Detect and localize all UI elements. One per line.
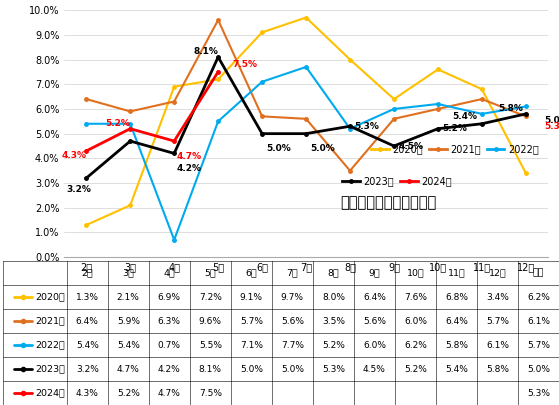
Text: 5.2%: 5.2% (105, 119, 130, 128)
Text: 2024年: 2024年 (35, 388, 65, 398)
Text: 5.5%: 5.5% (199, 341, 222, 350)
Text: 5.6%: 5.6% (363, 317, 386, 326)
Text: 9月: 9月 (368, 269, 380, 278)
Text: 5.6%: 5.6% (281, 317, 304, 326)
Legend: 2023年, 2024年: 2023年, 2024年 (338, 173, 456, 190)
Text: 6.4%: 6.4% (363, 293, 386, 302)
Text: 5.2%: 5.2% (322, 341, 345, 350)
Text: 9.6%: 9.6% (199, 317, 222, 326)
Text: 年度: 年度 (533, 269, 544, 278)
Text: 5.0%: 5.0% (266, 145, 291, 153)
Text: 8.1%: 8.1% (199, 364, 222, 373)
Text: 2020年: 2020年 (35, 293, 65, 302)
Text: 5.7%: 5.7% (486, 317, 509, 326)
Text: 7.2%: 7.2% (199, 293, 222, 302)
Text: 2022年: 2022年 (35, 341, 65, 350)
Text: 6.1%: 6.1% (486, 341, 509, 350)
Text: 5.2%: 5.2% (442, 124, 467, 133)
Text: 5.8%: 5.8% (498, 104, 523, 113)
Text: 7.6%: 7.6% (404, 293, 427, 302)
Text: 汽车行业销售利润率走势: 汽车行业销售利润率走势 (340, 195, 437, 210)
Text: 5.4%: 5.4% (453, 112, 478, 122)
Text: 3.4%: 3.4% (486, 293, 509, 302)
Text: 5.0%: 5.0% (310, 145, 335, 153)
Text: 4.5%: 4.5% (398, 141, 423, 151)
Text: 1.3%: 1.3% (76, 293, 99, 302)
Text: 7.1%: 7.1% (240, 341, 263, 350)
Text: 5月: 5月 (205, 269, 216, 278)
Text: 6月: 6月 (245, 269, 257, 278)
Text: 5.0%: 5.0% (527, 364, 550, 373)
Text: 6.0%: 6.0% (363, 341, 386, 350)
Text: 6.9%: 6.9% (158, 293, 181, 302)
Text: 9.7%: 9.7% (281, 293, 304, 302)
Text: 7.5%: 7.5% (232, 60, 257, 69)
Text: 5.7%: 5.7% (240, 317, 263, 326)
Text: 5.0%: 5.0% (544, 116, 559, 125)
Text: 6.3%: 6.3% (158, 317, 181, 326)
Text: 6.8%: 6.8% (445, 293, 468, 302)
Text: 5.3%: 5.3% (354, 122, 379, 131)
Text: 5.8%: 5.8% (486, 364, 509, 373)
Text: 2023年: 2023年 (35, 364, 65, 373)
Text: 10月: 10月 (406, 269, 424, 278)
Text: 5.2%: 5.2% (404, 364, 427, 373)
Text: 5.9%: 5.9% (117, 317, 140, 326)
Text: 5.7%: 5.7% (527, 341, 550, 350)
Text: 0.7%: 0.7% (158, 341, 181, 350)
Text: 5.2%: 5.2% (117, 388, 140, 398)
Text: 3.2%: 3.2% (67, 185, 92, 194)
Text: 5.8%: 5.8% (445, 341, 468, 350)
Text: 4.7%: 4.7% (158, 388, 181, 398)
Text: 11月: 11月 (448, 269, 465, 278)
Text: 3.2%: 3.2% (76, 364, 99, 373)
Text: 5.0%: 5.0% (281, 364, 304, 373)
Text: 6.4%: 6.4% (445, 317, 468, 326)
Text: 5.0%: 5.0% (240, 364, 263, 373)
Text: 4.7%: 4.7% (177, 152, 202, 161)
Text: 2021年: 2021年 (35, 317, 65, 326)
Text: 6.2%: 6.2% (527, 293, 550, 302)
Text: 5.4%: 5.4% (76, 341, 99, 350)
Text: 4.7%: 4.7% (117, 364, 140, 373)
Text: 3.5%: 3.5% (322, 317, 345, 326)
Text: 12月: 12月 (489, 269, 506, 278)
Text: 5.3%: 5.3% (322, 364, 345, 373)
Text: 7.5%: 7.5% (199, 388, 222, 398)
Text: 9.1%: 9.1% (240, 293, 263, 302)
Text: 3月: 3月 (122, 269, 134, 278)
Text: 6.1%: 6.1% (527, 317, 550, 326)
Text: 2.1%: 2.1% (117, 293, 140, 302)
Text: 5.3%: 5.3% (544, 122, 559, 131)
Text: 4.2%: 4.2% (158, 364, 181, 373)
Text: 8.0%: 8.0% (322, 293, 345, 302)
Text: 8月: 8月 (328, 269, 339, 278)
Text: 6.4%: 6.4% (76, 317, 99, 326)
Text: 5.3%: 5.3% (527, 388, 550, 398)
Text: 6.0%: 6.0% (404, 317, 427, 326)
Text: 4.2%: 4.2% (177, 164, 202, 173)
Text: 8.1%: 8.1% (193, 47, 218, 56)
Text: 7月: 7月 (287, 269, 299, 278)
Text: 4.3%: 4.3% (76, 388, 99, 398)
Text: 5.4%: 5.4% (445, 364, 468, 373)
Text: 4.3%: 4.3% (61, 151, 86, 160)
Text: 4.5%: 4.5% (363, 364, 386, 373)
Text: 4月: 4月 (163, 269, 175, 278)
Text: 7.7%: 7.7% (281, 341, 304, 350)
Text: 2月: 2月 (82, 269, 93, 278)
Text: 5.4%: 5.4% (117, 341, 140, 350)
Text: 6.2%: 6.2% (404, 341, 427, 350)
